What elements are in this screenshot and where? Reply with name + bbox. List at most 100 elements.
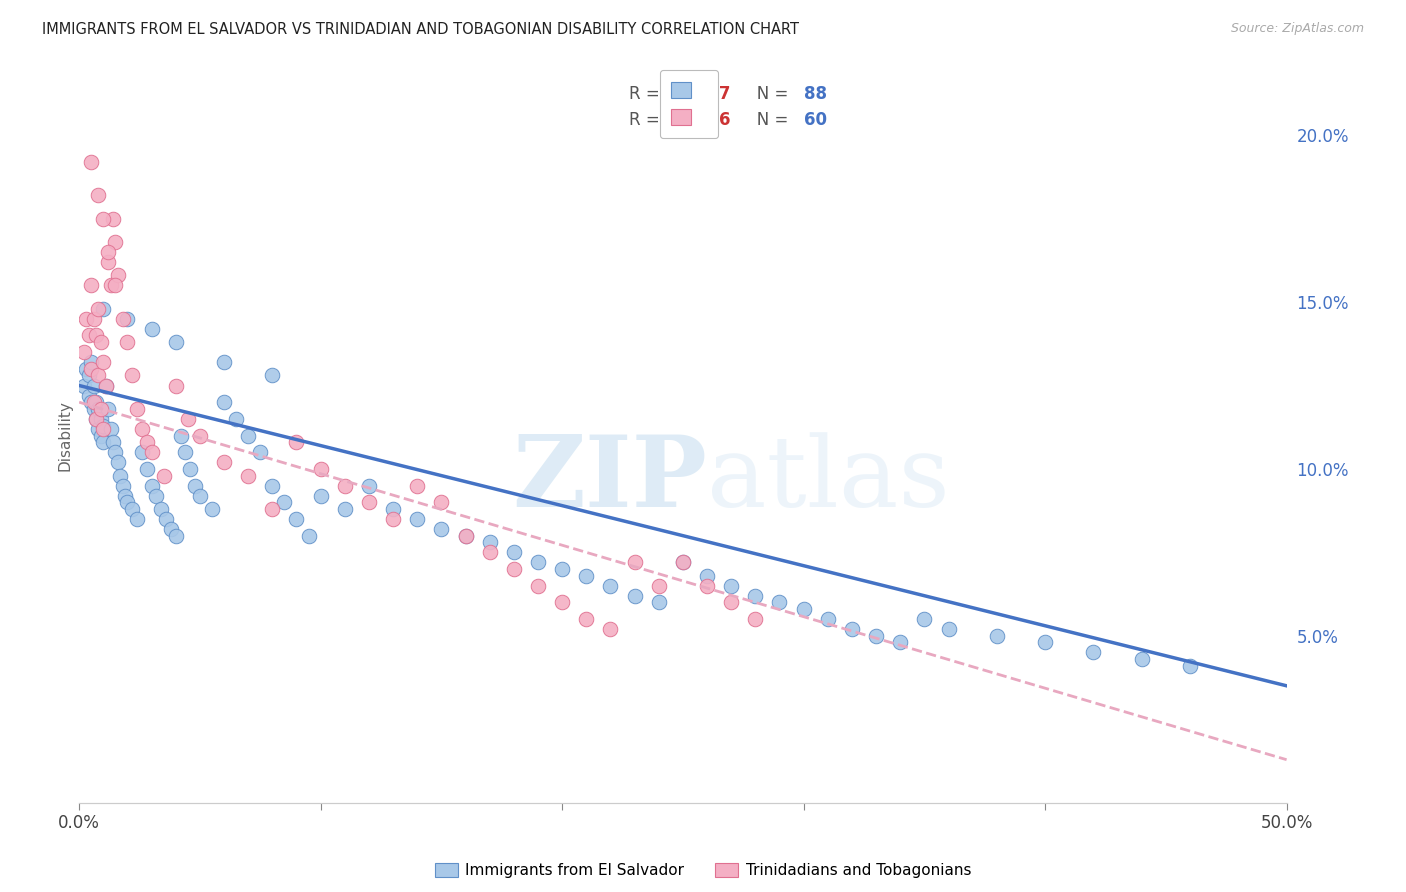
Point (97, 245, 120, 260)
Point (527, 579, 550, 593)
Point (430, 495, 453, 509)
Point (169, 428, 191, 442)
Point (174, 445, 197, 459)
Point (135, 462, 157, 476)
Y-axis label: Disability: Disability (58, 401, 72, 471)
Point (285, 435, 308, 450)
Point (599, 622, 621, 636)
Point (744, 589, 766, 603)
Point (83, 378, 105, 392)
Point (212, 455, 235, 469)
Point (77, 388, 100, 402)
Point (238, 468, 260, 483)
Point (599, 579, 621, 593)
Point (285, 512, 308, 526)
Point (720, 579, 742, 593)
Point (502, 562, 524, 576)
Point (551, 595, 574, 609)
Point (75, 311, 97, 326)
Point (141, 445, 163, 459)
Point (1178, 658, 1201, 673)
Point (357, 495, 380, 509)
Point (90, 401, 112, 416)
Point (77, 328, 100, 343)
Point (212, 355, 235, 369)
Point (87, 188, 110, 202)
Point (188, 489, 211, 503)
Point (744, 612, 766, 626)
Text: IMMIGRANTS FROM EL SALVADOR VS TRINIDADIAN AND TOBAGONIAN DISABILITY CORRELATION: IMMIGRANTS FROM EL SALVADOR VS TRINIDADI… (42, 22, 799, 37)
Point (575, 568, 598, 582)
Point (160, 522, 183, 536)
Point (107, 455, 129, 469)
Point (165, 529, 187, 543)
Point (309, 462, 332, 476)
Point (865, 629, 887, 643)
Point (104, 278, 127, 293)
Legend:  ,  : , (659, 70, 718, 138)
Point (912, 612, 935, 626)
Point (94, 378, 117, 392)
Point (108, 468, 131, 483)
Point (135, 435, 157, 450)
Point (225, 412, 247, 426)
Point (141, 478, 163, 492)
Point (841, 622, 863, 636)
Text: 88: 88 (804, 85, 827, 103)
Point (406, 478, 429, 492)
Text: N =: N = (741, 112, 793, 129)
Point (889, 635, 911, 649)
Point (1083, 645, 1105, 659)
Point (75, 361, 97, 376)
Point (91, 422, 114, 436)
Point (309, 489, 332, 503)
Point (91, 301, 114, 316)
Point (672, 555, 695, 569)
Point (430, 522, 453, 536)
Point (100, 278, 122, 293)
Point (117, 495, 139, 509)
Point (80, 355, 103, 369)
Point (100, 422, 122, 436)
Point (201, 502, 224, 516)
Point (107, 268, 129, 283)
Point (141, 322, 163, 336)
Point (87, 401, 110, 416)
Point (1033, 635, 1056, 649)
Point (212, 395, 235, 409)
Point (696, 579, 718, 593)
Legend: Immigrants from El Salvador, Trinidadians and Tobagonians: Immigrants from El Salvador, Trinidadian… (429, 857, 977, 884)
Point (80, 278, 103, 293)
Point (111, 311, 134, 326)
Point (152, 468, 174, 483)
Point (101, 435, 124, 450)
Text: atlas: atlas (707, 432, 950, 527)
Text: R =: R = (628, 85, 665, 103)
Point (114, 489, 136, 503)
Point (90, 335, 112, 350)
Text: N =: N = (741, 85, 793, 103)
Point (87, 422, 110, 436)
Point (83, 311, 105, 326)
Point (938, 622, 960, 636)
Point (104, 445, 127, 459)
Point (125, 512, 148, 526)
Point (84, 412, 107, 426)
Point (90, 412, 112, 426)
Point (121, 368, 143, 383)
Point (575, 612, 598, 626)
Point (333, 502, 356, 516)
Point (165, 378, 187, 392)
Point (155, 512, 177, 526)
Point (125, 401, 148, 416)
Point (117, 335, 139, 350)
Point (297, 529, 319, 543)
Point (131, 445, 153, 459)
Point (672, 555, 695, 569)
Point (94, 378, 117, 392)
Point (184, 478, 207, 492)
Point (101, 211, 124, 226)
Point (262, 368, 284, 383)
Point (768, 595, 790, 609)
Point (104, 235, 127, 249)
